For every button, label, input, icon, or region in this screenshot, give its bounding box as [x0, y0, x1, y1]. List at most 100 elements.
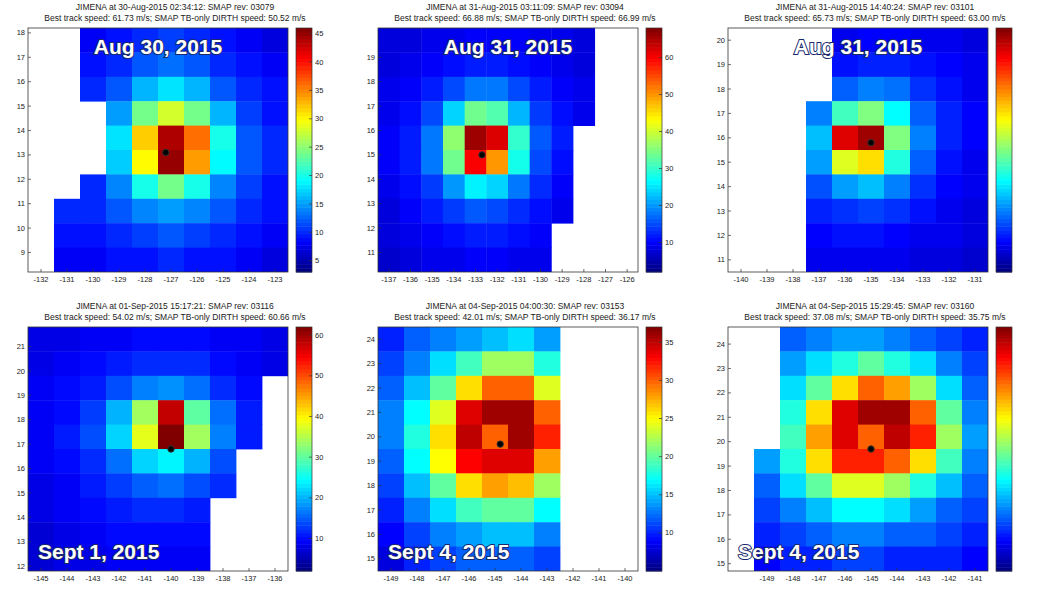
colorbar-step	[646, 346, 662, 350]
colorbar-step	[646, 453, 662, 457]
y-tick	[378, 485, 381, 486]
cell	[456, 449, 482, 474]
y-tick-label: 17	[717, 510, 725, 519]
y-tick-label: 9	[21, 248, 25, 257]
colorbar-tick	[309, 416, 312, 417]
cell	[936, 150, 962, 175]
y-tick	[378, 363, 381, 364]
cell	[158, 150, 184, 175]
cell	[465, 101, 487, 126]
colorbar-tick	[309, 538, 312, 539]
cell	[132, 473, 158, 498]
cell	[158, 498, 184, 523]
colorbar-step	[296, 563, 312, 567]
cell	[962, 522, 988, 547]
cell	[573, 28, 595, 53]
plot-bg	[28, 327, 288, 571]
cell	[262, 248, 288, 272]
colorbar-step	[646, 464, 662, 468]
colorbar-step	[646, 491, 662, 495]
colorbar-step	[996, 135, 1012, 139]
colorbar-step	[296, 181, 312, 185]
colorbar-step	[646, 525, 662, 529]
cell	[858, 376, 884, 401]
panel-title: Best track speed: 61.73 m/s; SMAP TB-onl…	[44, 13, 305, 23]
y-tick-label: 17	[17, 53, 25, 62]
colorbar-step	[996, 525, 1012, 529]
cell	[508, 498, 534, 523]
colorbar-step	[646, 93, 662, 97]
colorbar-step	[996, 181, 1012, 185]
cell	[236, 327, 262, 352]
cell	[910, 327, 936, 352]
colorbar-step	[646, 384, 662, 388]
cell	[80, 77, 106, 102]
colorbar-step	[296, 100, 312, 104]
cell	[236, 150, 262, 175]
plot-frame	[728, 28, 988, 272]
colorbar-step	[996, 472, 1012, 476]
cell	[936, 351, 962, 376]
panel-title: JIMENA at 30-Aug-2015 02:34:12: SMAP rev…	[76, 2, 275, 12]
colorbar-step	[296, 211, 312, 215]
y-tick	[378, 252, 381, 253]
y-tick-label: 19	[717, 60, 725, 69]
colorbar-step	[996, 257, 1012, 261]
colorbar-step	[646, 78, 662, 82]
panel: JIMENA at 30-Aug-2015 02:34:12: SMAP rev…	[17, 2, 324, 284]
panel-title: JIMENA at 04-Sep-2015 04:00:30: SMAP rev…	[426, 301, 625, 311]
cell	[806, 223, 832, 248]
colorbar-step	[996, 541, 1012, 545]
cell	[400, 223, 422, 248]
colorbar-step	[296, 560, 312, 564]
cell	[54, 248, 80, 272]
cell	[158, 547, 184, 571]
cell	[573, 77, 595, 102]
colorbar-step	[296, 112, 312, 116]
y-tick-label: 16	[17, 77, 25, 86]
colorbar-step	[646, 350, 662, 354]
colorbar-step	[646, 514, 662, 518]
cell	[158, 327, 184, 352]
colorbar-step	[296, 434, 312, 438]
colorbar-tick-label: 30	[315, 114, 323, 123]
colorbar-step	[646, 411, 662, 415]
colorbar-step	[996, 487, 1012, 491]
cell	[210, 425, 236, 450]
colorbar-step	[296, 541, 312, 545]
colorbar-step	[296, 203, 312, 207]
cell	[508, 223, 530, 248]
cell	[910, 77, 936, 102]
colorbar-tick-label: 10	[315, 228, 323, 237]
y-tick	[28, 395, 31, 396]
y-tick-label: 22	[367, 384, 375, 393]
y-tick	[378, 412, 381, 413]
y-tick-label: 15	[717, 559, 725, 568]
colorbar-step	[646, 430, 662, 434]
y-tick-label: 13	[17, 150, 25, 159]
colorbar-step	[996, 39, 1012, 43]
x-tick-label: -134	[889, 275, 904, 284]
colorbar-tick	[659, 494, 662, 495]
panel: JIMENA at 04-Sep-2015 04:00:30: SMAP rev…	[367, 301, 674, 583]
y-tick-label: 17	[717, 109, 725, 118]
cell	[551, 101, 573, 126]
colorbar-step	[996, 97, 1012, 101]
cell	[443, 77, 465, 102]
y-tick-label: 16	[717, 535, 725, 544]
colorbar-step	[296, 499, 312, 503]
cell	[832, 473, 858, 498]
colorbar-step	[996, 249, 1012, 253]
cell	[236, 351, 262, 376]
colorbar-step	[996, 460, 1012, 464]
colorbar: 102030405060	[646, 28, 673, 273]
cell	[910, 449, 936, 474]
colorbar-step	[296, 388, 312, 392]
y-tick	[728, 235, 731, 236]
cell	[430, 449, 456, 474]
colorbar-step	[996, 203, 1012, 207]
x-tick	[41, 568, 42, 571]
colorbar: 102030405060	[296, 327, 323, 572]
colorbar-step	[646, 100, 662, 104]
y-tick-label: 18	[717, 486, 725, 495]
